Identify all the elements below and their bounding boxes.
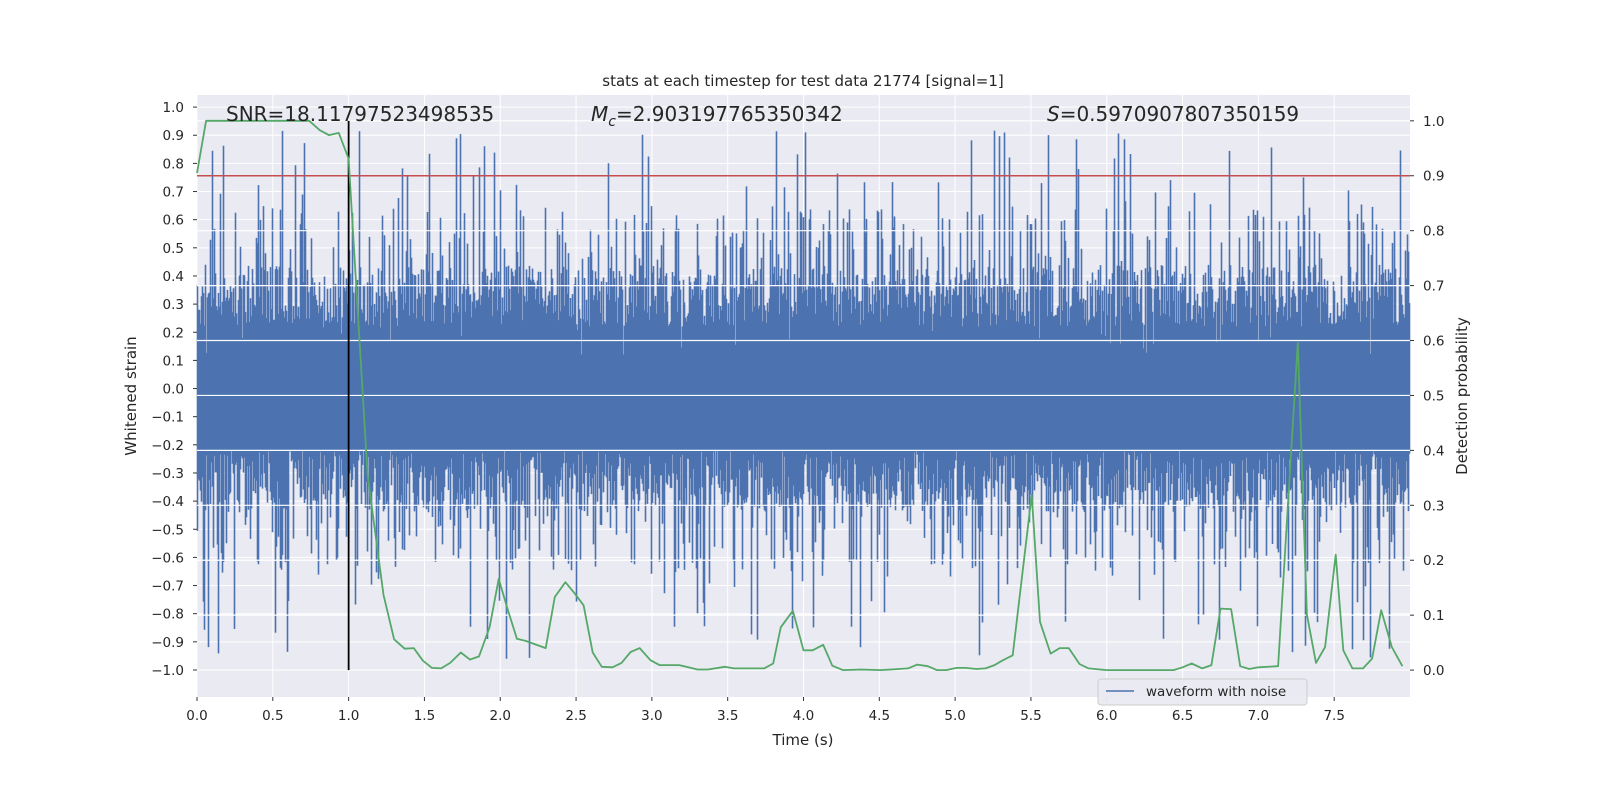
y-tick-label: 1.0 [163,100,184,116]
x-tick-label: 3.5 [717,708,738,724]
x-tick-label: 2.5 [565,708,586,724]
y-tick-label: −0.6 [151,550,184,566]
y-right-tick-label: 0.6 [1423,334,1444,350]
y-tick-label: −0.5 [151,522,184,538]
y-tick-label: −0.1 [151,410,184,426]
mc-symbol: M [591,102,608,126]
y-right-tick-label: 0.4 [1423,443,1444,459]
y-axis-label: Whitened strain [122,336,140,455]
y-right-tick-label: 0.0 [1423,663,1444,679]
y-tick-label: 0.3 [163,297,184,313]
y-right-tick-label: 0.7 [1423,279,1444,295]
snr-annotation: SNR=18.11797523498535 [226,102,494,126]
y-tick-label: 0.6 [163,213,184,229]
mc-value: =2.903197765350342 [616,102,843,126]
tick-labels: 0.0 0.5 1.0 1.5 2.0 2.5 3.0 3.5 4.0 4.5 5.0 5.5 6.0 6… [151,100,1444,724]
x-axis-label: Time (s) [772,731,834,749]
x-tick-label: 3.0 [641,708,662,724]
mc-annotation: Mc=2.903197765350342 [591,102,843,130]
y-right-tick-label: 1.0 [1423,114,1444,130]
y-tick-label: 0.7 [163,185,184,201]
s-value: =0.5970907807350159 [1060,102,1299,126]
y-tick-label: 0.1 [163,353,184,369]
x-tick-label: 5.5 [1020,708,1041,724]
y-axis-right-label: Detection probability [1453,317,1471,475]
y-tick-label: 0.4 [163,269,184,285]
overlay-lines [196,119,1410,671]
y-tick-label: −0.3 [151,466,184,482]
y-tick-label: −0.8 [151,607,184,623]
y-right-tick-label: 0.3 [1423,498,1444,514]
x-tick-label: 2.0 [490,708,511,724]
waveform-series [196,130,1411,659]
detection-probability-line [196,119,1404,671]
y-right-tick-label: 0.1 [1423,608,1444,624]
y-tick-label: −0.4 [151,494,184,510]
y-tick-label: −0.7 [151,579,184,595]
x-tick-label: 4.5 [869,708,890,724]
x-tick-label: 1.5 [414,708,435,724]
waveform-trace [196,130,1411,659]
y-right-tick-label: 0.2 [1423,553,1444,569]
y-tick-label: 0.8 [163,156,184,172]
x-tick-label: 7.5 [1323,708,1344,724]
x-tick-label: 5.0 [944,708,965,724]
y-tick-label: 0.9 [163,128,184,144]
legend-label-waveform: waveform with noise [1146,684,1286,700]
x-tick-label: 6.0 [1096,708,1117,724]
x-tick-label: 0.0 [186,708,207,724]
chart-title: stats at each timestep for test data 217… [602,72,1003,90]
y-tick-label: −1.0 [151,663,184,679]
s-annotation: S=0.5970907807350159 [1047,102,1299,126]
x-tick-label: 4.0 [793,708,814,724]
y-tick-label: 0.2 [163,325,184,341]
legend: waveform with noise [1097,678,1308,706]
y-tick-label: −0.9 [151,635,184,651]
y-tick-label: 0.0 [163,382,184,398]
y-tick-label: 0.5 [163,241,184,257]
y-right-tick-label: 0.9 [1423,169,1444,185]
y-tick-label: −0.2 [151,438,184,454]
x-tick-label: 1.0 [338,708,359,724]
x-tick-label: 0.5 [262,708,283,724]
x-tick-label: 7.0 [1248,708,1269,724]
s-symbol: S [1047,102,1060,126]
legend-box [1097,678,1308,706]
y-right-tick-label: 0.8 [1423,224,1444,240]
mc-subscript: c [608,114,616,130]
y-right-tick-label: 0.5 [1423,388,1444,404]
x-tick-label: 6.5 [1172,708,1193,724]
